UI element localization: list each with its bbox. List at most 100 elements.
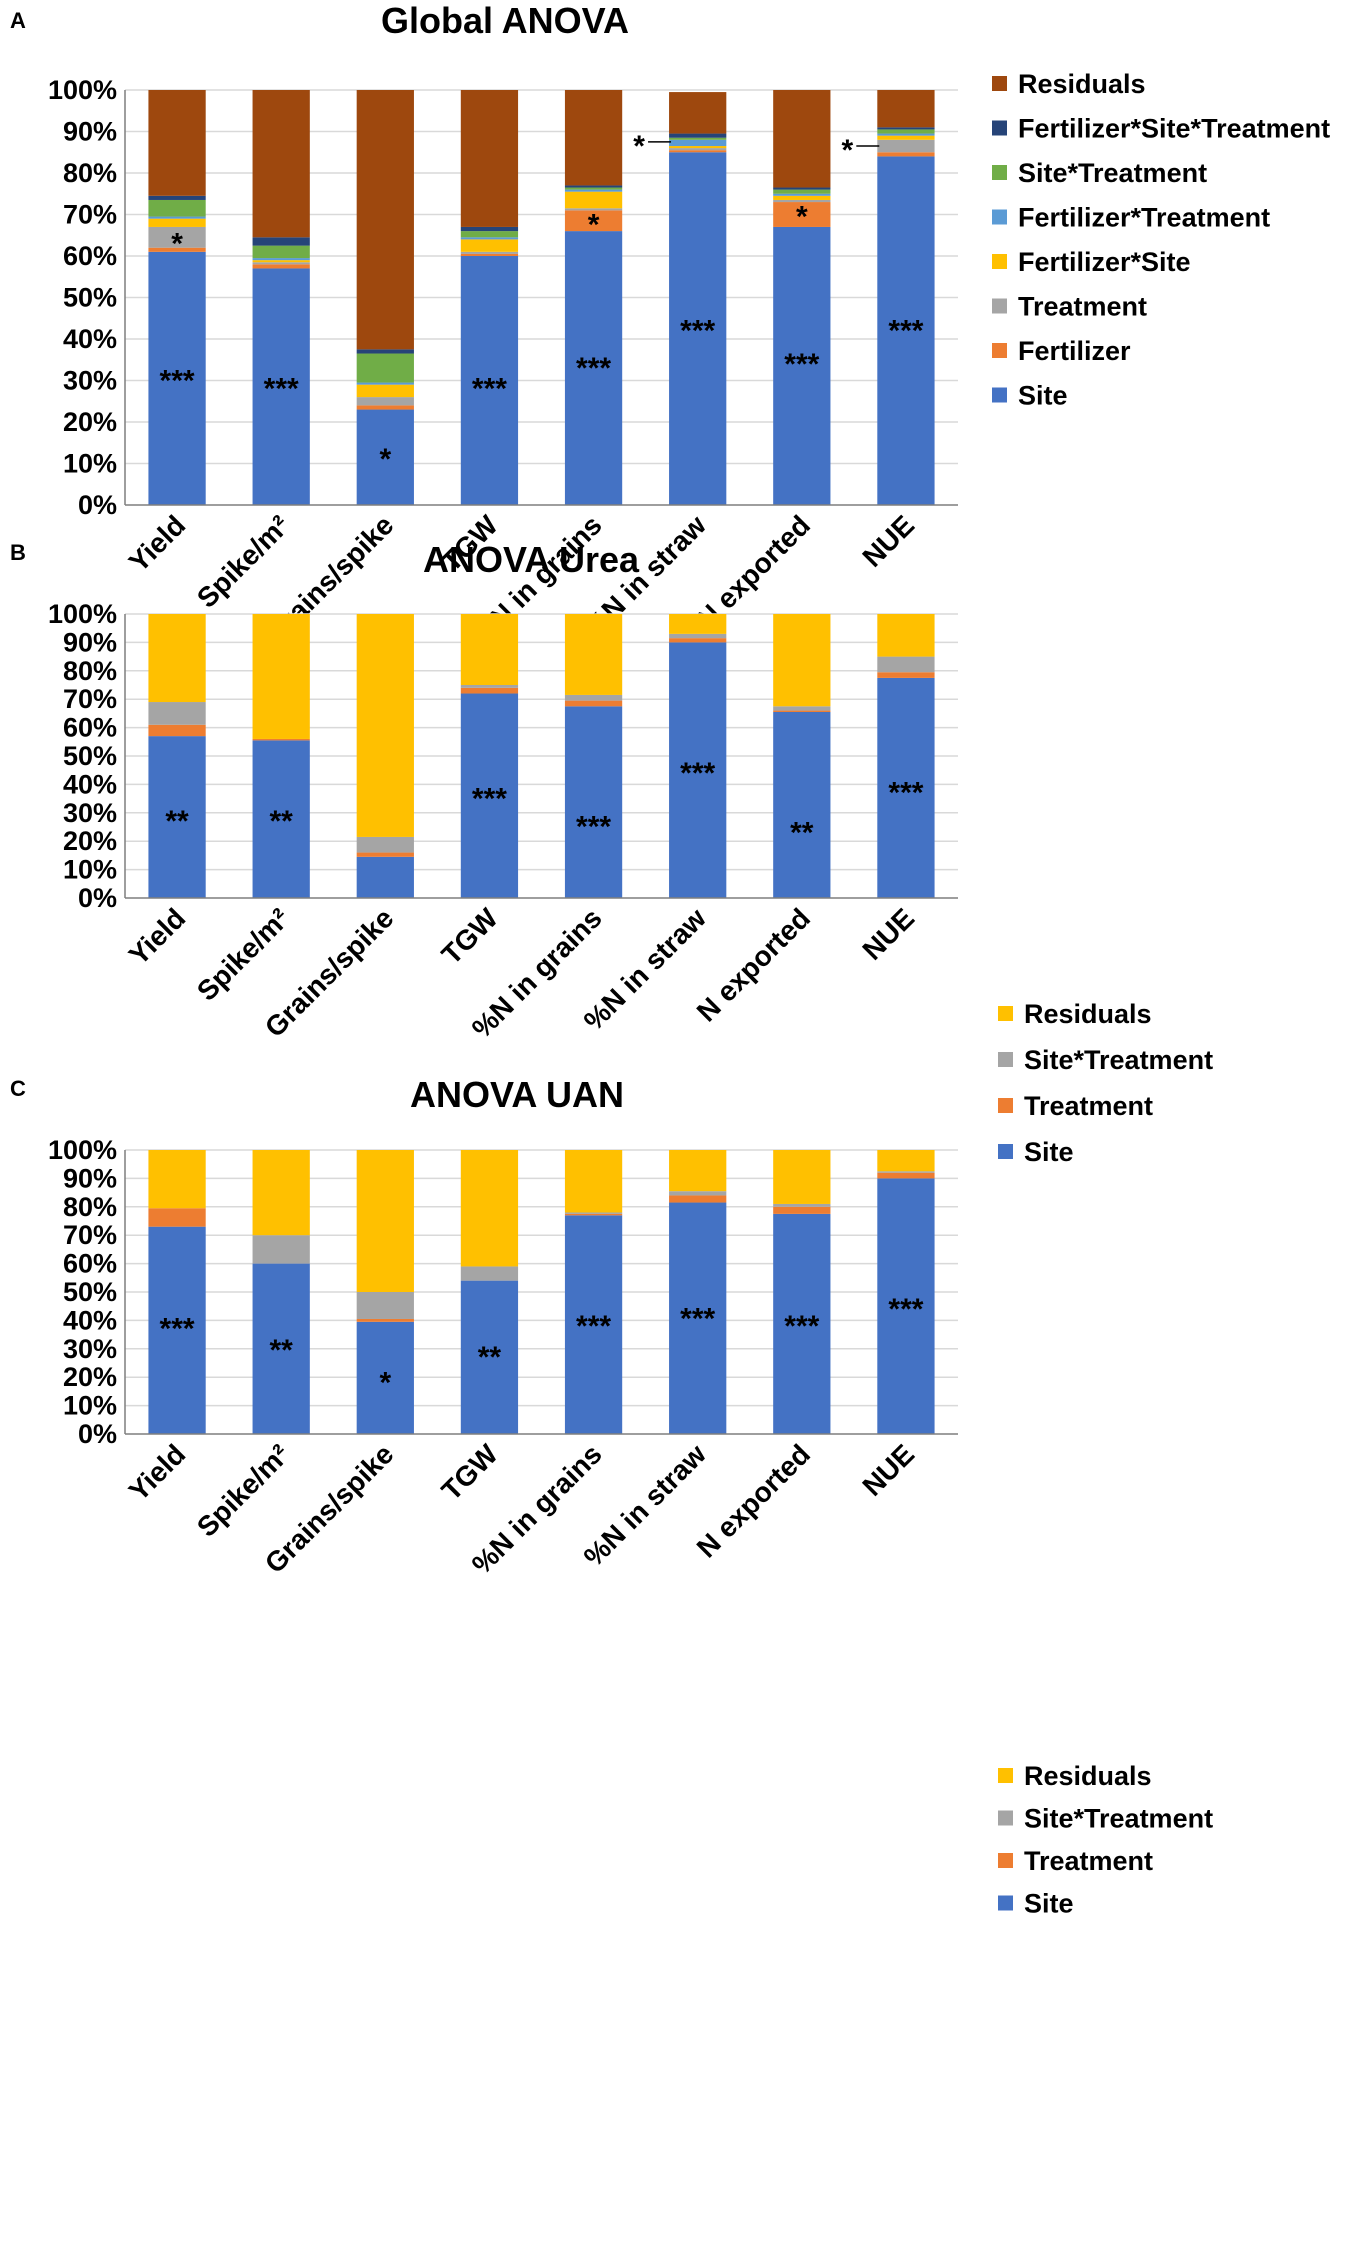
panel-c-bar-spike-m2-sitextreatment [252, 1235, 310, 1264]
panel-c-ytick-60pct: 60% [63, 1249, 117, 1279]
panel-c-legend-label-sitextreatment: Site*Treatment [1024, 1804, 1213, 1834]
panel-b-bar-pct-n-in-straw-sitextreatment [669, 633, 727, 639]
panel-c-bar-yield-treatment [148, 1208, 206, 1227]
panel-c-bar-spike-m2-site [252, 1263, 310, 1434]
panel-b-legend-label-residuals: Residuals [1024, 999, 1152, 1029]
panel-a-letter: A [10, 8, 26, 33]
panel-a-bar-pct-n-in-grains-site [564, 231, 623, 505]
panel-a-sig-n-exported-10: * [796, 200, 808, 233]
panel-a-sig-spike-m2-2: *** [264, 373, 299, 406]
panel-a-bar-nue-treatment [877, 139, 935, 153]
panel-b-sig-tgw-2: *** [472, 782, 507, 815]
panel-c-bar-nue-site [877, 1178, 935, 1434]
panel-a-ytick-90pct: 90% [63, 117, 117, 147]
panel-c-bar-nue-residuals [877, 1150, 935, 1172]
panel-b-bar-tgw-treatment [460, 687, 519, 694]
panel-c-sig-tgw-3: ** [478, 1341, 502, 1374]
panel-b-legend-label-site: Site [1024, 1137, 1074, 1167]
panel-a-sig-grains-spike-3: * [379, 443, 391, 476]
panel-b-bar-pct-n-in-grains-sitextreatment [564, 694, 623, 701]
panel-a-bar-pct-n-in-grains-fertilizer [564, 210, 623, 232]
panel-a-bar-grains-spike-residuals [356, 90, 414, 350]
panel-c-xtick-n-exported: N exported [691, 1438, 816, 1563]
panel-a-group: A Global ANOVA 0% 10% 20% 30% 40% 50% 60% 70% 80% 9… [10, 0, 1330, 651]
panel-a-ytick-50pct: 50% [63, 283, 117, 313]
panel-c-legend-swatch-residuals [998, 1768, 1013, 1783]
panel-b-bar-tgw-residuals [460, 614, 519, 685]
panel-b-bar-pct-n-in-straw-treatment [669, 638, 727, 643]
panel-a-ytick-20pct: 20% [63, 407, 117, 437]
panel-b-bar-pct-n-in-straw-site [669, 642, 727, 898]
panel-a-legend-label-fertilizerxsite: Fertilizer*Site [1018, 247, 1191, 277]
panel-b-legend-label-sitextreatment: Site*Treatment [1024, 1045, 1213, 1075]
panel-b-bar-n-exported-sitextreatment [773, 706, 831, 711]
panel-b-sig-spike-m2-1: ** [270, 805, 294, 838]
panel-a-bar-spike-m2-residuals [252, 90, 310, 238]
panel-b-group: B ANOVA Urea 0%10%20%30%40%50%60%70%80%90%… [10, 539, 1213, 1167]
panel-c-bar-grains-spike-residuals [356, 1150, 414, 1292]
panel-b-bar-grains-spike-sitextreatment [356, 836, 414, 853]
panel-b-ytick-20pct: 20% [63, 826, 117, 856]
panel-a-legend-swatch-site [992, 387, 1007, 403]
panel-c-bar-pct-n-in-grains-treatment [564, 1213, 623, 1216]
panel-a-sig-yield-1: * [171, 227, 183, 260]
panel-b-bar-nue-residuals [877, 614, 935, 657]
panel-a-bar-tgw-fertilizerxsite [460, 239, 519, 252]
panel-c-sig-pct-n-in-straw-5: *** [680, 1303, 715, 1336]
panel-c-ytick-80pct: 80% [63, 1192, 117, 1222]
panel-a-bar-n-exported-treatment [773, 199, 831, 203]
panel-b-ytick-60pct: 60% [63, 713, 117, 743]
panel-b-legend-swatch-treatment [998, 1098, 1013, 1113]
panel-c-xtick-spike-m2: Spike/m² [191, 1438, 295, 1542]
panel-c-legend-label-site: Site [1024, 1889, 1074, 1919]
panel-a-bar-tgw-sitextreatment [460, 231, 519, 238]
panel-c-ytick-20pct: 20% [63, 1362, 117, 1392]
panel-c-xtick-tgw: TGW [436, 1438, 505, 1507]
panel-c-bar-pct-n-in-straw-residuals [669, 1150, 727, 1192]
panel-a-sig-pct-n-in-straw-8: * [633, 130, 645, 163]
panel-a-bar-n-exported-residuals [773, 90, 831, 188]
panel-b-sig-nue-6: *** [888, 777, 923, 810]
panel-a-ytick-80pct: 80% [63, 158, 117, 188]
panel-b-bar-pct-n-in-grains-site [564, 706, 623, 898]
panel-a-sig-nue-11: *** [888, 315, 923, 348]
panel-a-bar-grains-spike-fertilizerxtreatment [356, 382, 414, 385]
panel-b-bar-pct-n-in-grains-residuals [564, 614, 623, 695]
panel-c-ytick-30pct: 30% [63, 1334, 117, 1364]
panel-a-bar-nue-site [877, 156, 935, 505]
panel-b-bar-grains-spike-site [356, 856, 414, 898]
panel-c-bar-tgw-residuals [460, 1150, 519, 1267]
panel-b-ytick-90pct: 90% [63, 627, 117, 657]
panel-a-sig-yield-0: *** [160, 364, 195, 397]
panel-a-bar-n-exported-fertilizerxsite [773, 195, 831, 200]
panel-b-legend-swatch-sitextreatment [998, 1052, 1013, 1067]
panel-b-letter: B [10, 540, 26, 565]
panel-b-legend-label-treatment: Treatment [1024, 1091, 1153, 1121]
panel-b-legend-swatch-site [998, 1144, 1013, 1159]
panel-a-ytick-10pct: 10% [63, 449, 117, 479]
panel-b-xtick-yield: Yield [123, 902, 192, 971]
panel-c-bar-n-exported-site [773, 1213, 831, 1434]
panel-a-legend-label-fertilizerxsitextreatment: Fertilizer*Site*Treatment [1018, 114, 1330, 144]
panel-a-bar-nue-fertilizerxsite [877, 135, 935, 140]
panel-a-sig-n-exported-9: *** [784, 348, 819, 381]
panel-a-bar-yield-residuals [148, 90, 206, 196]
panel-b-sig-pct-n-in-straw-4: *** [680, 757, 715, 790]
panel-b-bar-grains-spike-treatment [356, 852, 414, 857]
panel-c-ytick-10pct: 10% [63, 1391, 117, 1421]
panel-a-bar-grains-spike-sitextreatment [356, 353, 414, 383]
panel-a-bar-pct-n-in-straw-fertilizerxsite [669, 146, 727, 149]
panel-c-bar-nue-treatment [877, 1172, 935, 1179]
panel-a-bar-pct-n-in-straw-sitextreatment [669, 137, 727, 140]
panel-a-legend-label-residuals: Residuals [1018, 69, 1146, 99]
panel-a-ytick-100pct: 100% [48, 75, 117, 105]
panel-b-ytick-30pct: 30% [63, 798, 117, 828]
panel-c-bar-tgw-site [460, 1280, 519, 1434]
panel-c-legend-label-treatment: Treatment [1024, 1846, 1153, 1876]
panel-c-bar-pct-n-in-straw-treatment [669, 1195, 727, 1203]
panel-a-bar-spike-m2-fertilizerxsitextreatment [252, 237, 310, 246]
panel-a-bar-spike-m2-fertilizerxtreatment [252, 258, 310, 261]
panel-a-bar-spike-m2-fertilizerxsite [252, 260, 310, 263]
panel-a-bar-pct-n-in-grains-sitextreatment [564, 187, 623, 190]
